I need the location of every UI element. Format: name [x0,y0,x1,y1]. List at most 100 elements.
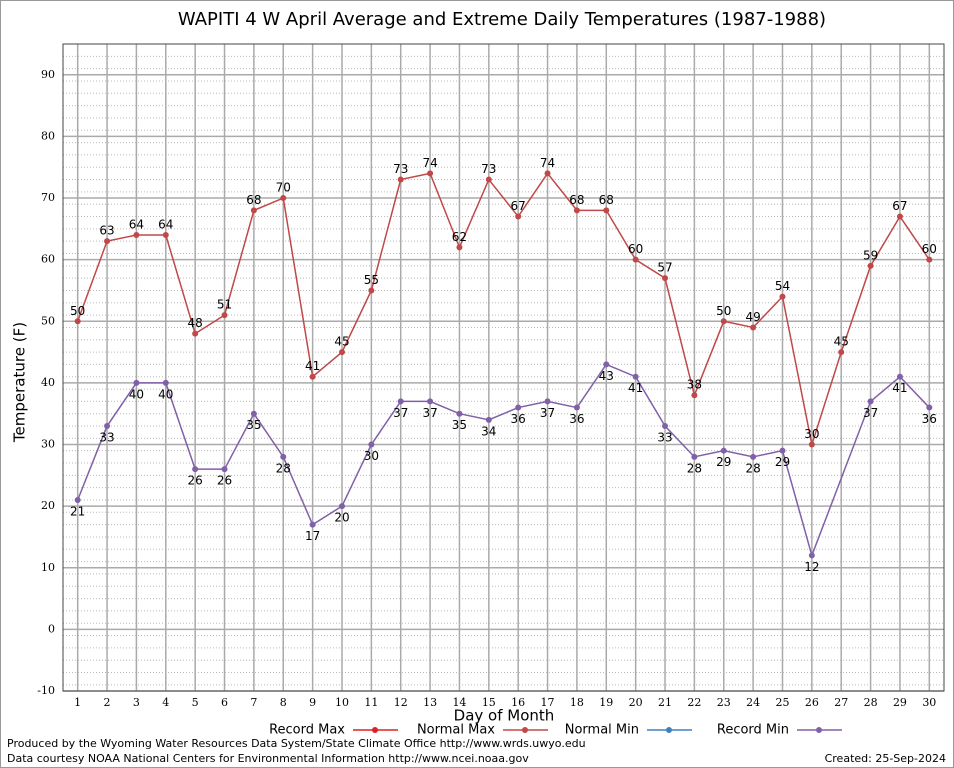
x-tick-label: 29 [893,696,907,709]
point [192,466,199,473]
point [485,416,492,423]
point [74,318,81,325]
data-label: 60 [922,242,937,256]
data-label: 26 [188,474,203,488]
plot-area [62,43,945,692]
data-label: 45 [334,335,349,349]
data-label: 28 [745,461,760,475]
point [896,373,903,380]
y-tick-label: 90 [41,68,55,81]
footer: Created: 25-Sep-2024 [825,752,946,765]
x-tick-label: 3 [133,696,140,709]
data-label: 64 [129,218,144,232]
point [162,379,169,386]
point [221,466,228,473]
series-line [76,172,930,445]
point [427,170,434,177]
y-tick-label: 20 [41,499,55,512]
data-label: 62 [452,230,467,244]
point [280,453,287,460]
point [104,423,111,430]
x-tick-label: 6 [221,696,228,709]
point [867,398,874,405]
x-tick-label: 30 [922,696,936,709]
point [691,392,698,399]
x-tick-label: 13 [423,696,437,709]
point [808,441,815,448]
x-axis-label: Day of Month [454,707,555,725]
data-label: 37 [422,406,437,420]
point [926,256,933,263]
x-tick-label: 14 [452,696,466,709]
point [838,349,845,356]
point [662,275,669,282]
point [720,447,727,454]
data-label: 36 [922,412,937,426]
data-label: 54 [775,279,790,293]
data-label: 37 [540,406,555,420]
y-tick-label: 60 [41,253,55,266]
point [750,453,757,460]
point [456,410,463,417]
x-tick-label: 28 [864,696,878,709]
point [338,503,345,510]
data-label: 35 [246,418,261,432]
point [544,398,551,405]
y-tick-label: 0 [48,622,55,635]
x-tick-label: 1 [74,696,81,709]
point [544,170,551,177]
data-label: 45 [834,335,849,349]
x-tick-label: 25 [775,696,789,709]
data-label: 30 [364,449,379,463]
data-label: 34 [481,424,496,438]
x-tick-label: 16 [511,696,525,709]
data-label: 68 [599,193,614,207]
data-label: 36 [569,412,584,426]
data-label: 40 [129,387,144,401]
x-tick-label: 4 [162,696,169,709]
point [74,496,81,503]
point [750,324,757,331]
data-label: 41 [305,359,320,373]
x-tick-label: 12 [394,696,408,709]
data-label: 38 [687,378,702,392]
x-tick-label: 24 [746,696,760,709]
point [309,373,316,380]
point [104,238,111,245]
x-tick-label: 10 [335,696,349,709]
x-tick-label: 8 [280,696,287,709]
data-label: 48 [188,316,203,330]
point [397,398,404,405]
point [427,398,434,405]
data-label: 36 [511,412,526,426]
data-label: 67 [511,199,526,213]
x-tick-label: 17 [541,696,555,709]
data-label: 28 [687,461,702,475]
data-label: 73 [393,162,408,176]
data-label: 50 [716,304,731,318]
y-tick-label: 30 [41,438,55,451]
data-label: 68 [246,193,261,207]
point [221,312,228,319]
data-label: 21 [70,504,85,518]
y-tick-label: 10 [41,561,55,574]
point [867,262,874,269]
y-tick-label: 50 [41,314,55,327]
data-label: 37 [393,406,408,420]
x-tick-label: 11 [364,696,378,709]
point [515,213,522,220]
point [309,521,316,528]
data-label: 35 [452,418,467,432]
point [368,441,375,448]
data-label: 29 [775,455,790,469]
data-label: 20 [334,511,349,525]
y-tick-label: 70 [41,191,55,204]
data-label: 29 [716,455,731,469]
point [573,404,580,411]
data-label: 28 [276,461,291,475]
point [133,379,140,386]
y-tick-label: 40 [41,376,55,389]
data-label: 55 [364,273,379,287]
x-tick-label: 23 [717,696,731,709]
data-label: 73 [481,162,496,176]
